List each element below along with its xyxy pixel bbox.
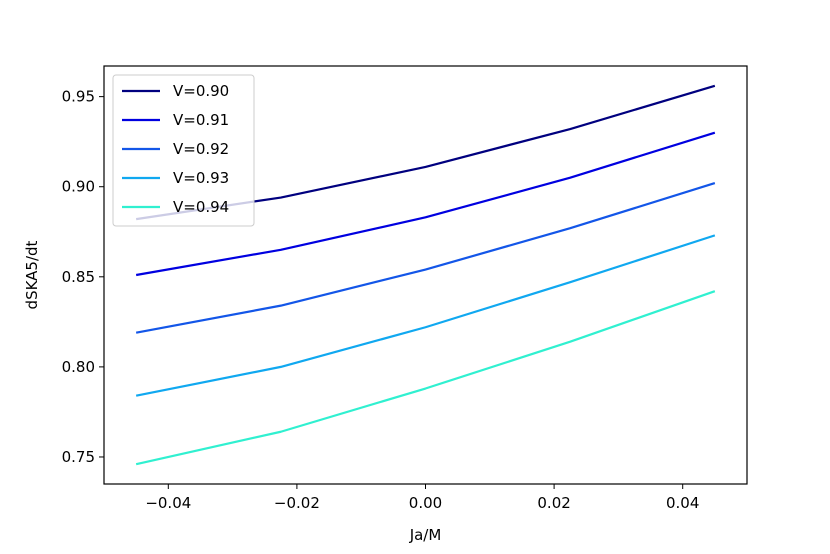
series-line-4 [135,290,716,466]
y-tick-label: 0.80 [62,358,95,376]
legend-label: V=0.91 [173,111,229,129]
y-tick-label: 0.85 [62,268,95,286]
x-tick-label: 0.00 [409,494,442,512]
legend-label: V=0.90 [173,82,229,100]
series-line-1 [135,131,716,277]
x-tick-label: 0.02 [537,494,570,512]
x-tick-label: 0.04 [666,494,699,512]
y-tick-label: 0.75 [62,448,95,466]
legend-label: V=0.94 [173,198,229,216]
y-tick-label: 0.95 [62,88,95,106]
legend-label: V=0.92 [173,140,229,158]
legend-label: V=0.93 [173,169,229,187]
x-tick-label: −0.02 [274,494,320,512]
series-line-3 [135,234,716,397]
series-line-2 [135,182,716,334]
y-axis-label: dSKA5/dt [23,240,41,309]
x-axis-label: Ja/M [409,526,442,544]
x-tick-label: −0.04 [145,494,191,512]
legend: V=0.90 V=0.91 V=0.92 V=0.93 V=0.94 [112,74,255,227]
y-tick-label: 0.90 [62,178,95,196]
x-axis: −0.04 −0.02 0.00 0.02 0.04 [145,484,699,512]
legend-box [112,74,255,227]
y-axis: 0.75 0.80 0.85 0.90 0.95 [62,88,104,466]
